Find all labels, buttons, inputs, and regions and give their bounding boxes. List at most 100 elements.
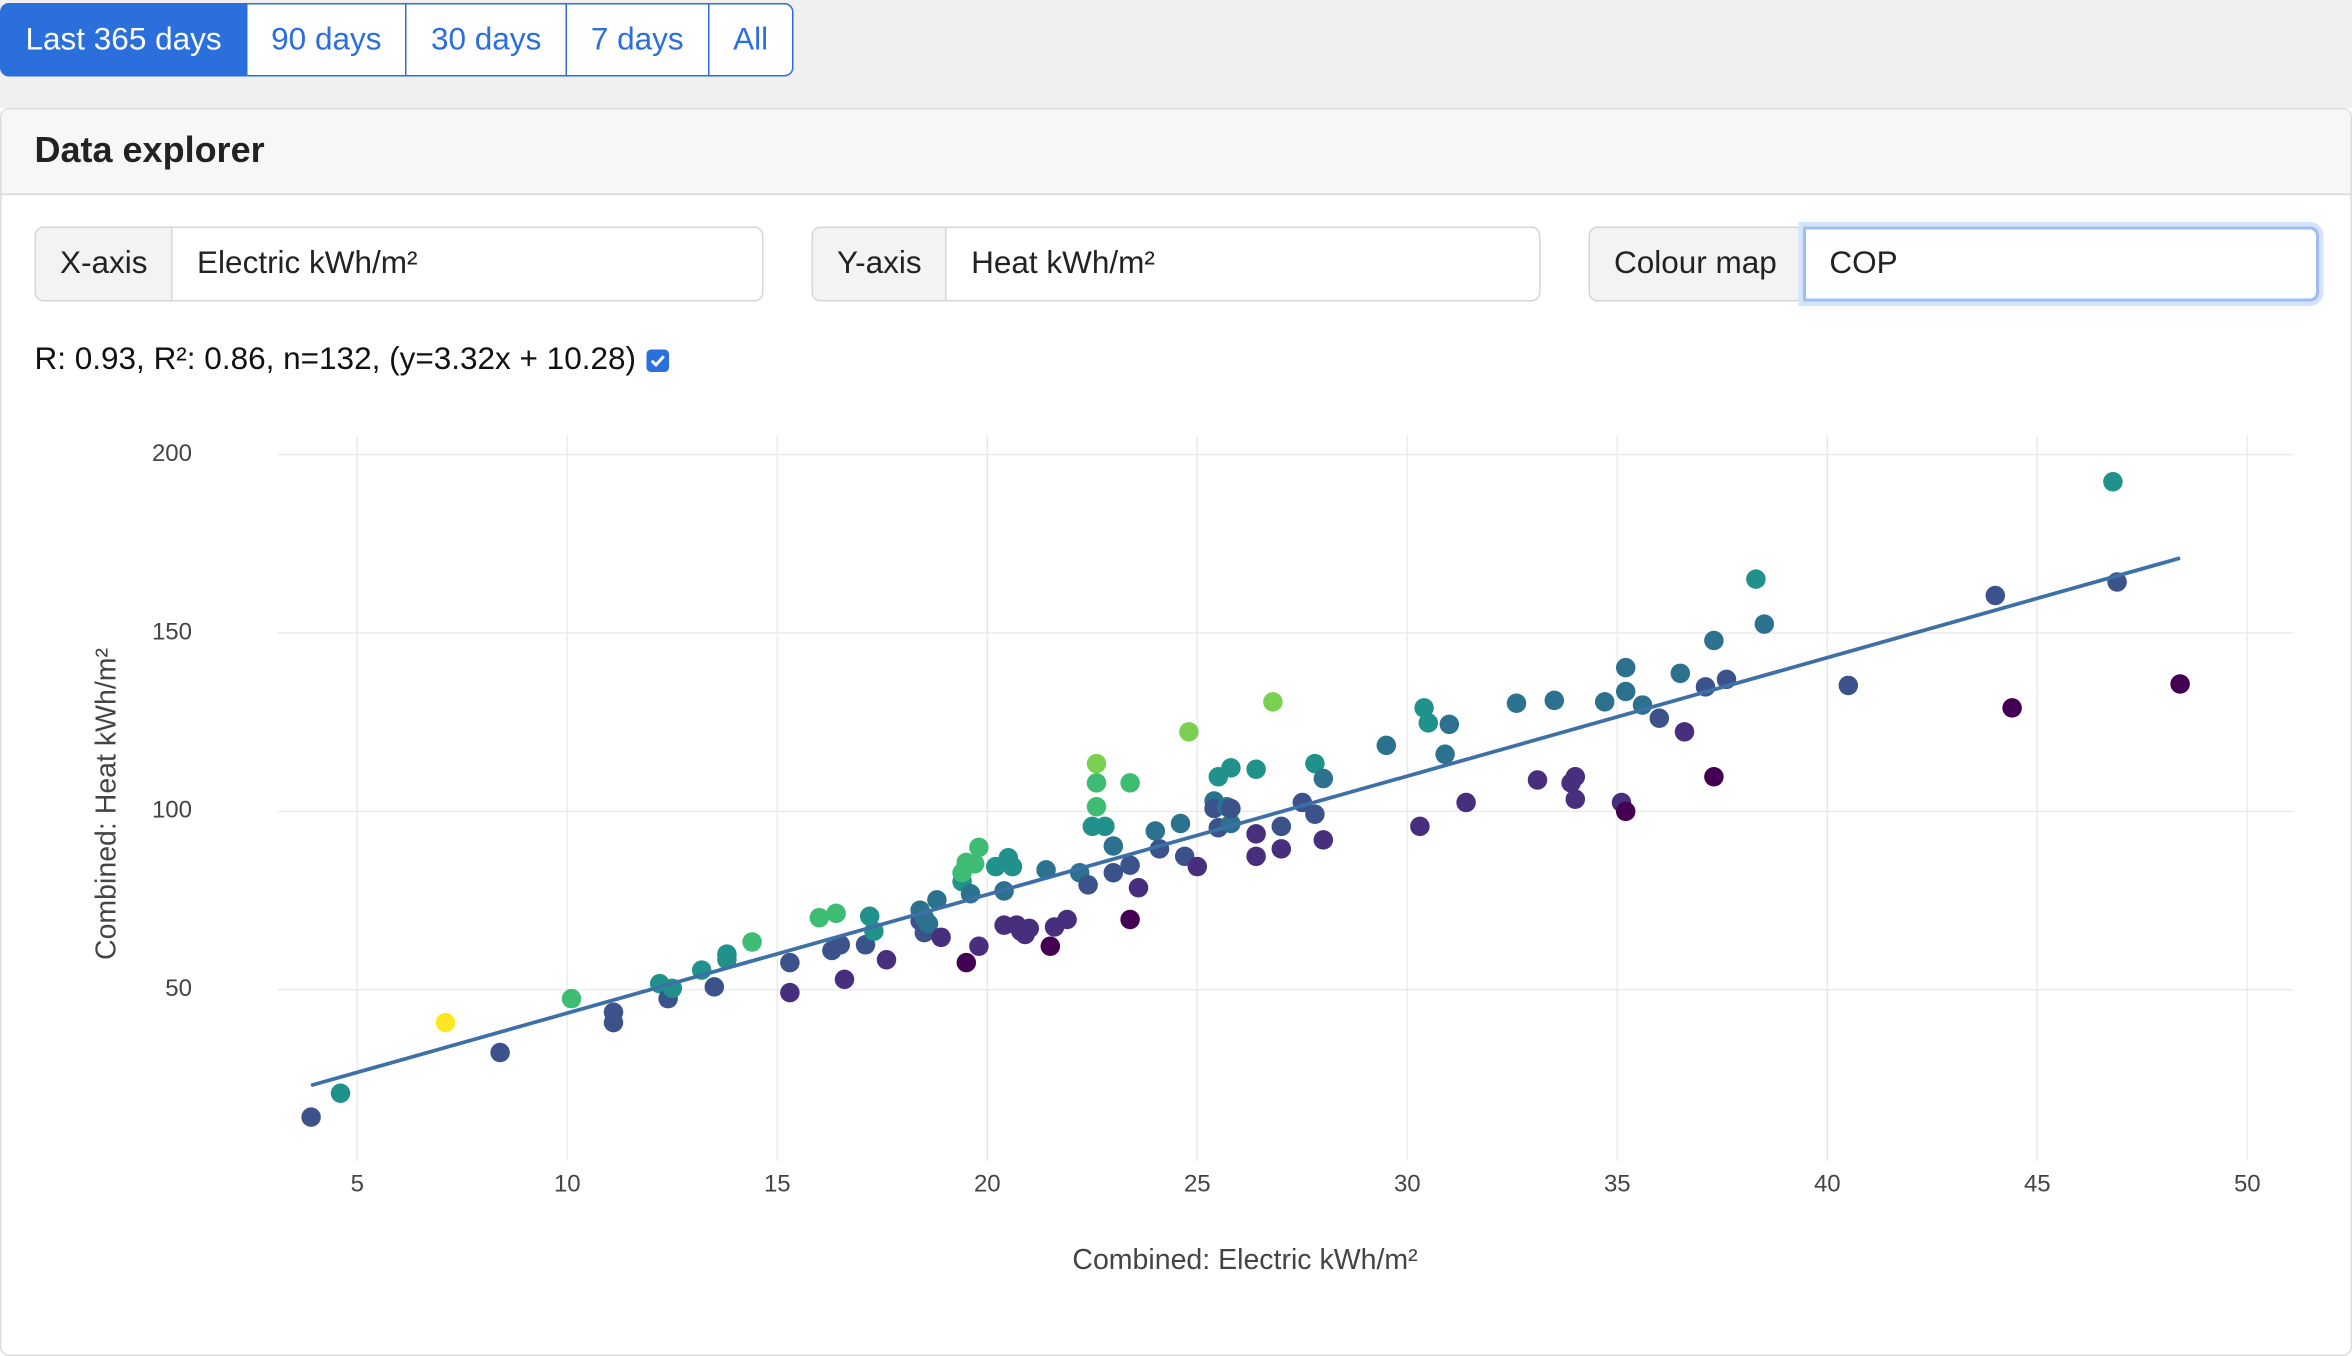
data-point <box>1746 569 1766 589</box>
data-point <box>1565 789 1586 809</box>
data-point <box>1506 693 1527 714</box>
data-point <box>780 952 800 973</box>
data-point <box>859 906 880 927</box>
data-point <box>1704 630 1724 651</box>
data-point <box>2170 674 2190 694</box>
select-label: Colour map <box>1588 226 1803 302</box>
select-value[interactable]: COP <box>1802 226 2319 302</box>
data-point <box>931 927 951 948</box>
data-point <box>1078 875 1098 895</box>
y-tick-label: 200 <box>152 440 192 467</box>
data-point <box>1305 753 1325 774</box>
data-point <box>969 936 989 956</box>
x-tick-label: 30 <box>1394 1170 1421 1197</box>
data-point <box>1103 862 1124 883</box>
trendline-checkbox[interactable] <box>646 348 670 372</box>
x-axis-select: X-axis Electric kWh/m² <box>34 226 764 302</box>
data-point <box>876 950 897 970</box>
data-point <box>1040 936 1061 956</box>
x-axis-title: Combined: Electric kWh/m² <box>1072 1244 1417 1276</box>
trendline <box>310 556 2181 1088</box>
data-point <box>956 952 977 973</box>
data-point <box>1271 839 1292 859</box>
range-button[interactable]: All <box>707 3 794 77</box>
data-point <box>1179 722 1199 742</box>
data-point <box>1565 767 1586 787</box>
data-point <box>490 1042 510 1063</box>
regression-stats: R: 0.93, R²: 0.86, n=132, (y=3.32x + 10.… <box>34 342 637 377</box>
data-point <box>969 837 989 858</box>
data-point <box>1594 692 1615 712</box>
data-point <box>1674 722 1695 742</box>
data-point <box>1414 698 1434 718</box>
data-point <box>435 1012 456 1033</box>
x-tick-label: 10 <box>554 1170 581 1197</box>
data-point <box>1057 909 1077 930</box>
data-point <box>1145 821 1166 841</box>
data-point <box>1704 767 1724 787</box>
data-point <box>809 907 830 928</box>
stats-row: R: 0.93, R²: 0.86, n=132, (y=3.32x + 10.… <box>34 342 670 378</box>
data-point <box>834 969 855 990</box>
data-point <box>1615 681 1636 702</box>
colour-map-select: Colour map COP <box>1588 226 2319 302</box>
data-point <box>1187 856 1208 877</box>
data-point <box>1120 855 1140 875</box>
y-tick-label: 50 <box>165 975 192 1002</box>
data-point <box>1120 773 1140 793</box>
data-point <box>1410 816 1430 837</box>
data-point <box>1313 830 1334 850</box>
panel-title: Data explorer <box>34 130 265 172</box>
data-point <box>1086 753 1107 774</box>
data-point <box>1376 735 1397 756</box>
data-point <box>1649 708 1670 729</box>
data-point <box>1527 770 1548 790</box>
data-point <box>1019 918 1040 939</box>
select-label: X-axis <box>34 226 174 302</box>
range-button[interactable]: 90 days <box>245 3 407 77</box>
range-button[interactable]: 30 days <box>405 3 567 77</box>
data-point <box>1305 804 1325 824</box>
y-tick-label: 150 <box>152 618 192 645</box>
x-tick-label: 25 <box>1184 1170 1211 1197</box>
data-point <box>1221 798 1241 819</box>
data-point <box>1985 585 2006 606</box>
y-tick-label: 100 <box>152 797 192 824</box>
data-point <box>1263 692 1283 712</box>
range-button[interactable]: Last 365 days <box>0 3 248 77</box>
data-point <box>330 1083 351 1103</box>
data-point <box>1615 657 1636 678</box>
data-point <box>1120 909 1140 930</box>
data-point <box>2002 698 2022 718</box>
data-point <box>1439 714 1460 735</box>
range-button[interactable]: 7 days <box>565 3 710 77</box>
data-point <box>1271 816 1292 837</box>
data-point <box>603 1002 624 1022</box>
data-point <box>301 1107 321 1127</box>
data-point <box>1838 675 1859 696</box>
x-tick-label: 5 <box>351 1170 364 1197</box>
select-value[interactable]: Electric kWh/m² <box>173 226 764 302</box>
data-point <box>1002 856 1023 877</box>
data-point <box>1246 824 1266 844</box>
data-point <box>704 977 725 997</box>
x-tick-label: 50 <box>2234 1170 2261 1197</box>
data-point <box>1544 690 1565 711</box>
scatter-chart: Combined: Electric kWh/m² Combined: Heat… <box>91 435 2294 1276</box>
data-point <box>742 932 762 952</box>
data-point <box>1418 713 1439 733</box>
select-value[interactable]: Heat kWh/m² <box>947 226 1541 302</box>
data-point <box>1670 663 1691 684</box>
x-tick-label: 40 <box>1814 1170 1841 1197</box>
y-axis-title: Combined: Heat kWh/m² <box>91 648 123 960</box>
data-point <box>561 988 582 1009</box>
data-point <box>918 914 939 934</box>
data-explorer-panel: Data explorer <box>0 108 2352 1356</box>
data-point <box>927 890 947 910</box>
x-tick-label: 20 <box>974 1170 1001 1197</box>
data-point <box>826 903 846 924</box>
x-tick-label: 35 <box>1604 1170 1631 1197</box>
data-point <box>1456 792 1476 813</box>
data-point <box>1435 744 1455 765</box>
data-point <box>780 982 800 1003</box>
